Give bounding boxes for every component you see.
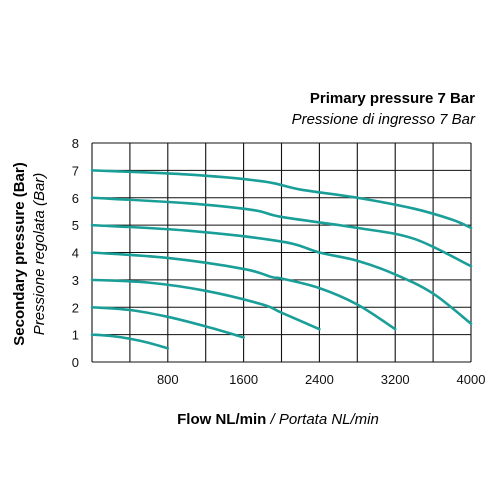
series-line (90, 278, 321, 331)
y-tick-label: 7 (72, 163, 79, 178)
chart-title: Primary pressure 7 Bar (310, 90, 475, 107)
series-line (90, 196, 473, 268)
x-axis-label-sep: / (266, 411, 279, 428)
x-tick-labels: 800 1600 2400 3200 4000 (157, 372, 486, 387)
x-axis-label-italic: Portata NL/min (279, 411, 379, 428)
y-tick-label: 8 (72, 136, 79, 151)
grid (91, 142, 472, 363)
chart-subtitle: Pressione di ingresso 7 Bar (292, 111, 476, 128)
series-line (90, 305, 245, 339)
y-tick-labels: 0 1 2 3 4 5 6 7 8 (72, 136, 79, 370)
series-line (90, 333, 170, 350)
x-tick-label: 1600 (229, 372, 258, 387)
y-tick-label: 6 (72, 191, 79, 206)
y-axis-label: Secondary pressure (Bar) (11, 162, 28, 345)
series-line (90, 251, 397, 331)
series-line (90, 169, 473, 230)
x-axis-label: Flow NL/min / Portata NL/min (177, 411, 379, 428)
y-tick-label: 2 (72, 300, 79, 315)
x-tick-label: 3200 (381, 372, 410, 387)
y-tick-label: 3 (72, 273, 79, 288)
x-axis-label-main: Flow NL/min (177, 411, 266, 428)
y-tick-label: 4 (72, 246, 79, 261)
x-tick-label: 800 (157, 372, 179, 387)
y-tick-label: 1 (72, 328, 79, 343)
series-line (90, 223, 473, 325)
x-tick-label: 2400 (305, 372, 334, 387)
y-tick-label: 5 (72, 218, 79, 233)
y-axis-label-italic: Pressione regolata (Bar) (31, 173, 48, 336)
y-tick-label: 0 (72, 355, 79, 370)
series-lines (90, 169, 473, 350)
x-tick-label: 4000 (457, 372, 486, 387)
